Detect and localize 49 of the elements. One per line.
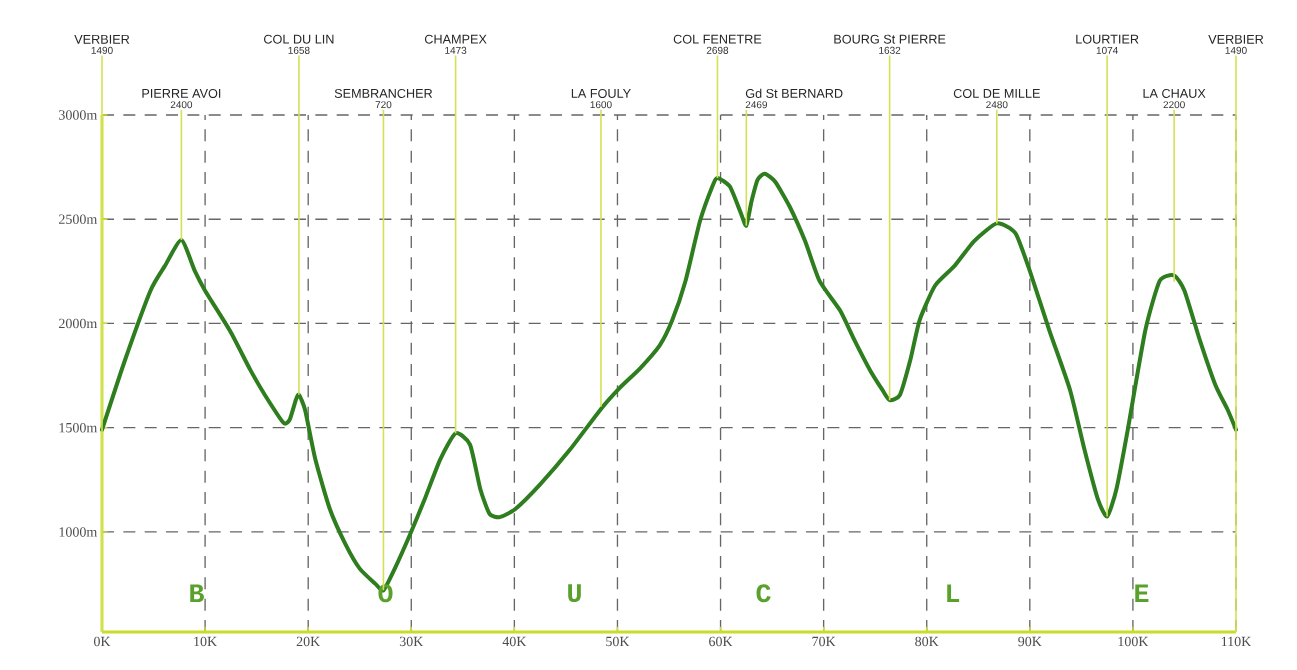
annotation: L <box>947 584 960 602</box>
y-tick-label: 1000m <box>59 527 98 537</box>
annotation: O <box>378 584 393 603</box>
x-tick-label: 90K <box>1018 636 1042 647</box>
annotation: CHAMPEX <box>424 34 487 44</box>
annotation: PIERRE AVOI <box>142 88 221 98</box>
annotation: B <box>190 584 204 602</box>
x-tick-label: 0K <box>93 636 111 647</box>
x-tick-label: 30K <box>399 636 424 647</box>
annotation: SEMBRANCHER <box>334 88 433 98</box>
annotation: LA FOULY <box>571 88 631 98</box>
x-tick-label: 60K <box>709 636 733 647</box>
annotation: COL DE MILLE <box>953 88 1040 98</box>
text: 2200 <box>1163 101 1185 109</box>
annotation: Gd St BERNARD <box>745 88 843 98</box>
annotation: C <box>756 584 771 603</box>
text: 1600 <box>590 101 612 109</box>
y-tick-label: 3000m <box>59 110 98 120</box>
text: 720 <box>375 101 392 109</box>
y-tick-label: 2000m <box>59 318 98 329</box>
text: 2400 <box>170 101 193 109</box>
x-tick-label: 10K <box>194 636 217 647</box>
annotation: E <box>1135 584 1149 602</box>
x-tick-label: 110K <box>1221 636 1252 647</box>
x-tick-label: 50K <box>606 636 630 647</box>
x-tick-label: 80K <box>915 636 939 647</box>
text: VERBIER <box>74 34 130 44</box>
y-tick-label: 2500m <box>59 214 98 224</box>
text: 1490 <box>1225 46 1247 54</box>
text: 2698 <box>706 46 729 54</box>
annotation: COL DU LIN <box>264 34 334 44</box>
annotation: BOURG St PIERRE <box>834 34 946 44</box>
text: 1473 <box>445 46 467 54</box>
text: 2480 <box>986 101 1008 109</box>
x-tick-label: 40K <box>502 636 527 647</box>
text: 1490 <box>91 46 113 54</box>
annotation: LOURTIER <box>1076 34 1139 44</box>
annotation: LA CHAUX <box>1143 88 1206 98</box>
annotation: U <box>568 584 581 603</box>
text: 1074 <box>1096 46 1118 54</box>
annotation: COL FENETRE <box>673 34 762 44</box>
text: 1658 <box>288 46 310 54</box>
x-tick-label: 20K <box>296 636 321 647</box>
text: 2469 <box>745 101 768 109</box>
y-tick-label: 1500m <box>59 422 98 433</box>
x-tick-label: 70K <box>812 636 836 647</box>
text: VERBIER <box>1208 34 1264 44</box>
text: 1632 <box>879 46 901 54</box>
x-tick-label: 100K <box>1118 636 1149 647</box>
